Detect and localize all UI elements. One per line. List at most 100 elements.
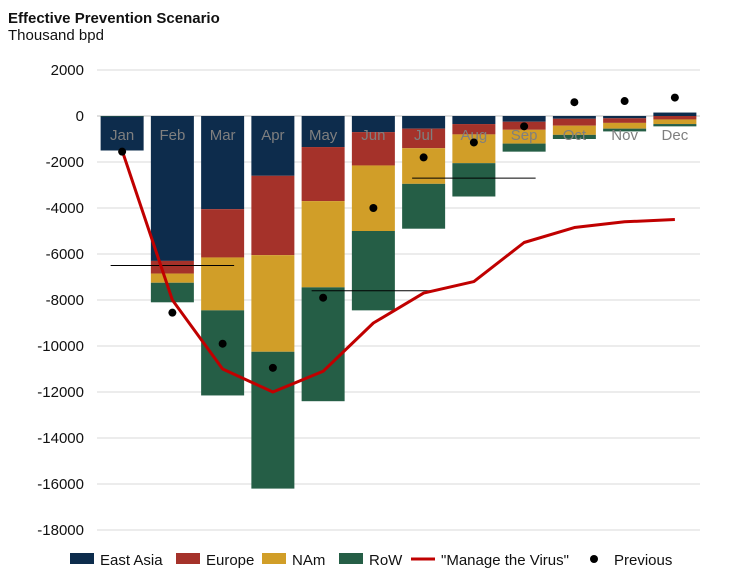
bar-row-oct [552, 134, 596, 139]
x-tick-label: Jan [110, 127, 134, 144]
x-tick-label: Mar [210, 127, 236, 144]
x-tick-label: Sep [511, 127, 538, 144]
y-tick-label: -2000 [46, 154, 84, 171]
bar-europe-jul [402, 128, 446, 149]
bar-east-asia-feb [150, 116, 194, 261]
y-tick-label: -8000 [46, 292, 84, 309]
legend-label: "Manage the Virus" [441, 552, 569, 569]
bar-nam-nov [603, 122, 647, 129]
bar-europe-mar [201, 209, 245, 258]
legend-swatch [339, 553, 363, 564]
gridlines [97, 69, 700, 531]
previous-point-aug [469, 138, 478, 147]
bar-nam-may [301, 201, 345, 288]
bar-east-asia-nov [603, 116, 647, 119]
bar-row-sep [502, 143, 546, 152]
y-tick-label: -16000 [37, 476, 84, 493]
bar-east-asia-oct [552, 116, 596, 119]
bar-row-may [301, 287, 345, 402]
bar-east-asia-aug [452, 116, 496, 125]
x-tick-label: May [309, 127, 338, 144]
x-tick-label: Nov [611, 127, 638, 144]
previous-point-mar [218, 339, 227, 348]
previous-point-jan [118, 147, 127, 156]
bar-nam-sep [502, 129, 546, 144]
previous-point-apr [268, 363, 277, 372]
bar-nam-oct [552, 125, 596, 135]
bar-row-dec [653, 124, 697, 127]
bar-row-feb [150, 282, 194, 303]
legend-label: Previous [614, 552, 672, 569]
y-tick-label: -4000 [46, 200, 84, 217]
bar-east-asia-dec [653, 112, 697, 116]
bar-row-jun [351, 231, 395, 311]
legend-swatch [70, 553, 94, 564]
x-tick-label: Apr [261, 127, 284, 144]
legend-label: Europe [206, 552, 254, 569]
x-tick-label: Aug [461, 127, 488, 144]
chart-subtitle: Thousand bpd [8, 27, 104, 44]
bar-nam-jun [351, 165, 395, 231]
x-tick-label: Jun [361, 127, 385, 144]
bar-europe-jun [351, 132, 395, 166]
legend-label: East Asia [100, 552, 163, 569]
previous-point-jun [369, 204, 378, 212]
bar-row-apr [251, 351, 295, 489]
bar-east-asia-jul [402, 116, 446, 129]
x-axis-labels: Jan Feb Mar Apr May Jun Jul Aug Sep Oct Nov Dec [110, 127, 689, 144]
bar-nam-mar [201, 257, 245, 311]
bar-row-jan [100, 116, 144, 117]
bar-europe-apr [251, 175, 295, 256]
legend-label: NAm [292, 552, 325, 569]
y-tick-label: -6000 [46, 246, 84, 263]
legend: East Asia Europe NAm RoW "Manage the Virus" P… [70, 552, 672, 569]
legend-label: RoW [369, 552, 403, 569]
bar-row-nov [603, 128, 647, 132]
previous-point-jul [419, 153, 428, 162]
legend-swatch [262, 553, 286, 564]
bar-europe-dec [653, 116, 697, 120]
legend-swatch [176, 553, 200, 564]
bar-east-asia-mar [201, 116, 245, 210]
bar-east-asia-jun [351, 116, 395, 133]
previous-point-dec [670, 93, 679, 102]
previous-point-feb [168, 308, 177, 317]
y-axis: 2000 0 -2000 -4000 -6000 -8000 -10000 -12000 -14… [37, 62, 84, 539]
legend-dot-swatch [590, 555, 598, 563]
bar-east-asia-jan [100, 116, 144, 151]
previous-point-nov [620, 97, 629, 106]
bar-east-asia-sep [502, 116, 546, 122]
y-tick-label: -12000 [37, 384, 84, 401]
bar-row-mar [201, 310, 245, 396]
reference-lines [110, 177, 536, 292]
y-tick-label: -18000 [37, 522, 84, 539]
x-tick-label: Oct [563, 127, 587, 144]
bar-europe-may [301, 147, 345, 202]
bar-row-jul [402, 183, 446, 229]
bar-europe-oct [552, 118, 596, 126]
bar-europe-nov [603, 118, 647, 123]
x-tick-label: Dec [662, 127, 689, 144]
y-tick-label: -14000 [37, 430, 84, 447]
bar-europe-feb [150, 260, 194, 274]
x-tick-label: Jul [414, 127, 433, 144]
y-tick-label: 2000 [51, 62, 84, 79]
y-tick-label: 0 [76, 108, 84, 125]
x-tick-label: Feb [159, 127, 185, 144]
bar-east-asia-may [301, 116, 345, 148]
bar-nam-feb [150, 273, 194, 283]
previous-point-oct [570, 98, 579, 107]
bar-series [100, 112, 697, 489]
previous-point-sep [520, 122, 529, 131]
manage-the-virus-line [120, 150, 675, 394]
bar-east-asia-apr [251, 116, 295, 176]
previous-point-may [319, 293, 328, 302]
bar-europe-aug [452, 124, 496, 135]
previous-points [118, 93, 679, 372]
manage-the-virus-polyline [120, 150, 675, 394]
bar-nam-apr [251, 255, 295, 352]
chart-title: Effective Prevention Scenario [8, 10, 220, 27]
y-tick-label: -10000 [37, 338, 84, 355]
bar-row-aug [452, 163, 496, 197]
